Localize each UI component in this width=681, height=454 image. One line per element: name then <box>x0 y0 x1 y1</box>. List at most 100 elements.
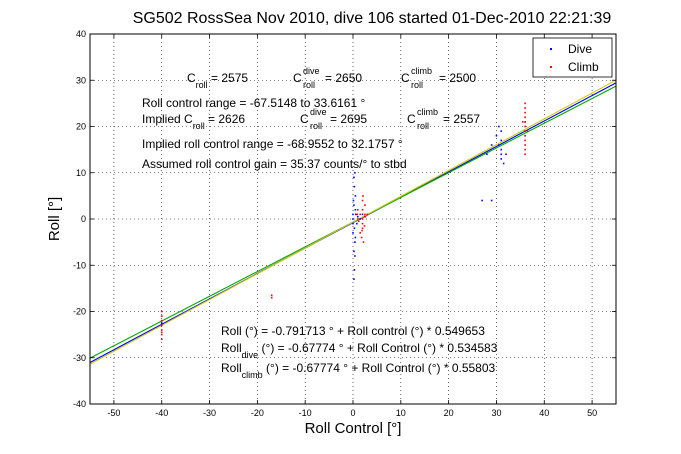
y-tick-label: 40 <box>76 29 86 39</box>
point-climb <box>362 241 365 243</box>
svg-text:Rolldive (°) = -0.67774 ° + Ro: Rolldive (°) = -0.67774 ° + Roll Control… <box>221 341 498 360</box>
point-climb <box>160 338 163 341</box>
point-climb <box>524 116 526 119</box>
point-dive <box>355 213 357 216</box>
point-climb <box>524 125 526 128</box>
y-axis-ticks: -40 -30 -20 -10 0 10 20 30 40 <box>73 29 616 409</box>
point-dive <box>500 139 503 142</box>
point-dive <box>505 153 507 156</box>
implied-c-roll-climb-annotation: C climb roll = 2557 <box>407 107 480 131</box>
legend-marker-climb <box>550 66 552 68</box>
point-climb <box>160 310 163 313</box>
point-dive <box>490 144 493 146</box>
point-dive <box>481 199 483 202</box>
point-dive <box>353 185 356 188</box>
x-tick-label: -30 <box>203 408 216 418</box>
point-dive <box>353 176 355 179</box>
grid-lines <box>90 33 616 405</box>
fit-all-annotation: Roll (°) = -0.791713 ° + Roll control (°… <box>221 324 485 338</box>
legend: Dive Climb <box>532 37 613 78</box>
point-dive <box>498 144 500 146</box>
fit-climb-annotation: Rollclimb (°) = -0.67774 ° + Roll Contro… <box>221 361 496 380</box>
point-climb <box>361 208 364 211</box>
chart-title: SG502 RossSea Nov 2010, dive 106 started… <box>133 10 612 27</box>
svg-text:Implied Croll = 2626: Implied Croll = 2626 <box>142 112 245 131</box>
svg-text:roll: roll <box>417 121 429 131</box>
svg-text:Rollclimb (°) = -0.67774 ° + R: Rollclimb (°) = -0.67774 ° + Roll Contro… <box>221 361 496 380</box>
c-roll-annotation: Croll = 2575 <box>187 71 248 90</box>
point-dive <box>356 222 358 225</box>
point-climb <box>524 107 526 109</box>
point-dive <box>361 213 364 216</box>
point-dive <box>495 134 498 137</box>
point-climb <box>524 111 526 114</box>
point-climb <box>524 144 526 146</box>
point-dive <box>353 269 356 271</box>
point-dive <box>160 322 163 324</box>
svg-text:dive: dive <box>310 107 327 117</box>
annotations: Croll = 2575 C dive roll = 2650 C climb … <box>142 66 498 380</box>
range-annotation: Roll control range = -67.5148 to 33.6161… <box>142 96 365 110</box>
x-tick-label: 10 <box>396 408 406 418</box>
point-dive <box>352 199 355 202</box>
point-dive <box>354 208 357 211</box>
point-climb <box>524 153 526 156</box>
point-climb <box>359 232 361 234</box>
point-climb <box>363 225 366 227</box>
y-tick-label: -40 <box>73 399 86 409</box>
point-dive <box>498 125 500 128</box>
point-climb <box>364 204 366 206</box>
point-dive <box>490 199 493 202</box>
point-climb <box>364 215 367 218</box>
x-tick-label: -40 <box>155 408 168 418</box>
point-dive <box>354 171 356 174</box>
svg-text:dive: dive <box>303 66 320 76</box>
point-climb <box>366 213 369 216</box>
point-climb <box>270 296 273 299</box>
svg-text:roll: roll <box>310 121 322 131</box>
x-tick-label: 50 <box>587 408 597 418</box>
svg-text:= 2650: = 2650 <box>325 71 362 85</box>
svg-text:climb: climb <box>417 107 438 117</box>
svg-text:C: C <box>407 112 416 126</box>
y-tick-label: -10 <box>73 260 86 270</box>
point-climb <box>270 294 273 297</box>
legend-marker-dive <box>550 48 552 50</box>
point-climb <box>361 229 363 232</box>
point-climb <box>362 195 364 197</box>
implied-c-roll-annotation: Implied Croll = 2626 <box>142 112 245 131</box>
point-climb <box>160 331 163 334</box>
svg-text:roll: roll <box>303 80 315 90</box>
svg-text:roll: roll <box>411 80 423 90</box>
y-tick-label: 0 <box>81 214 86 224</box>
point-dive <box>354 195 357 197</box>
point-climb <box>526 130 529 132</box>
point-dive <box>354 241 356 243</box>
x-tick-label: 30 <box>491 408 501 418</box>
x-axis-label: Roll Control [°] <box>305 420 402 437</box>
x-tick-label: 40 <box>539 408 549 418</box>
point-climb <box>160 319 163 322</box>
point-dive <box>500 130 503 132</box>
svg-text:climb: climb <box>411 66 432 76</box>
point-climb <box>361 199 364 202</box>
point-climb <box>524 139 526 142</box>
point-climb <box>357 220 360 223</box>
y-tick-label: 20 <box>76 122 86 132</box>
point-climb <box>521 121 524 123</box>
point-dive <box>353 227 356 230</box>
point-dive <box>359 218 361 220</box>
fit-dive-annotation: Rolldive (°) = -0.67774 ° + Roll Control… <box>221 341 498 360</box>
point-dive <box>352 213 354 216</box>
legend-label-climb: Climb <box>568 60 599 74</box>
point-climb <box>361 218 364 220</box>
y-axis-label: Roll [°] <box>46 197 63 241</box>
point-dive <box>500 158 503 160</box>
x-tick-label: 0 <box>350 408 355 418</box>
x-axis-ticks: -50 -40 -30 -20 -10 0 10 20 30 40 50 <box>107 34 597 418</box>
point-dive <box>353 204 355 206</box>
svg-text:Croll = 2575: Croll = 2575 <box>187 71 248 90</box>
point-climb <box>356 208 359 211</box>
point-climb <box>356 218 359 220</box>
